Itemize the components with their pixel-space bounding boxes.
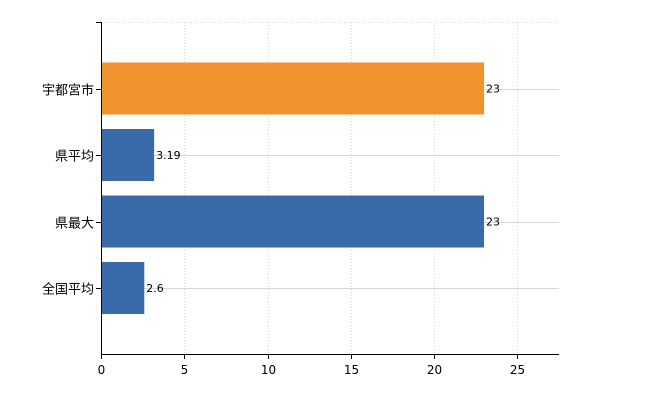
- category-label-1: 県平均: [55, 150, 94, 165]
- bars: [102, 62, 485, 314]
- data-label-2: 23: [486, 216, 500, 229]
- x-tick-label-0: 0: [98, 363, 106, 377]
- axes: [96, 22, 559, 359]
- bar-0: [102, 62, 485, 115]
- data-label-1: 3.19: [156, 149, 181, 162]
- x-tick-label-15: 15: [344, 363, 359, 377]
- category-label-2: 県最大: [55, 217, 94, 232]
- x-tick-label-20: 20: [427, 363, 442, 377]
- category-label-0: 宇都宮市: [42, 83, 94, 99]
- bar-1: [102, 129, 155, 181]
- data-label-3: 2.6: [146, 282, 164, 295]
- category-label-3: 全国平均: [42, 282, 94, 298]
- bar-3: [102, 262, 145, 314]
- data-label-0: 23: [486, 83, 500, 96]
- x-tick-label-25: 25: [510, 363, 525, 377]
- x-tick-label-10: 10: [261, 363, 276, 377]
- bar-2: [102, 195, 485, 248]
- x-tick-label-5: 5: [181, 363, 189, 377]
